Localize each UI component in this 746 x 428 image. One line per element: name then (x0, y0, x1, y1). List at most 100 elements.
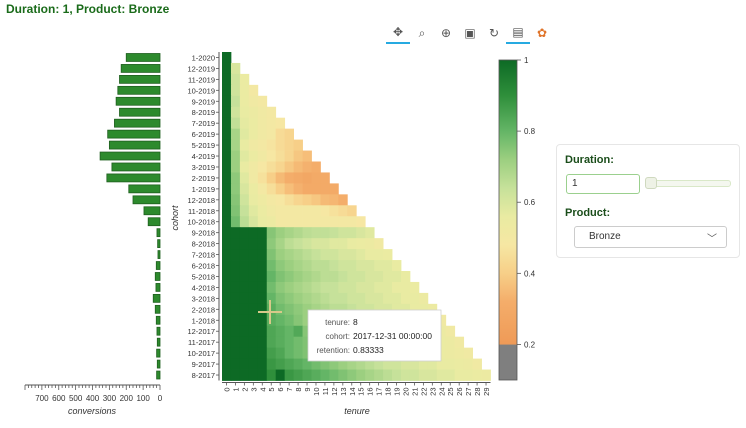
heatmap-cell[interactable] (248, 194, 259, 206)
heatmap-cell[interactable] (329, 281, 339, 294)
heatmap-cell[interactable] (275, 194, 286, 206)
heatmap-cell[interactable] (338, 292, 348, 305)
conversion-bar[interactable] (125, 53, 161, 62)
conversion-bar[interactable] (155, 315, 161, 325)
heatmap-cell[interactable] (320, 292, 330, 305)
conversion-bar[interactable] (147, 217, 161, 227)
conversion-bar[interactable] (154, 304, 161, 314)
heatmap-cell[interactable] (338, 227, 348, 239)
heatmap-cell[interactable] (239, 205, 250, 217)
heatmap-cell[interactable] (302, 205, 312, 217)
heatmap-cell[interactable] (284, 183, 294, 195)
heatmap-cell[interactable] (239, 292, 250, 305)
heatmap-cell[interactable] (257, 325, 268, 338)
heatmap-cell[interactable] (383, 369, 393, 381)
heatmap-cell[interactable] (248, 271, 259, 283)
heatmap-cell[interactable] (275, 216, 286, 228)
heatmap-cell[interactable] (356, 303, 366, 316)
heatmap-cell[interactable] (401, 369, 411, 381)
heatmap-cell[interactable] (284, 281, 294, 294)
heatmap-cell[interactable] (454, 358, 465, 370)
heatmap-cell[interactable] (293, 183, 303, 195)
heatmap-cell[interactable] (311, 292, 321, 305)
heatmap-cell[interactable] (356, 238, 366, 250)
heatmap-cell[interactable] (347, 260, 357, 272)
heatmap-cell[interactable] (383, 292, 393, 305)
heatmap-cell[interactable] (266, 172, 277, 184)
heatmap-cell[interactable] (248, 150, 259, 162)
heatmap-cell[interactable] (365, 281, 375, 294)
heatmap-cell[interactable] (374, 238, 384, 250)
heatmap-cell[interactable] (329, 292, 339, 305)
heatmap-cell[interactable] (266, 139, 277, 151)
heatmap-cell[interactable] (284, 314, 294, 327)
heatmap-cell[interactable] (320, 238, 330, 250)
heatmap-cell[interactable] (284, 292, 294, 305)
heatmap-cell[interactable] (275, 183, 286, 195)
heatmap-cell[interactable] (230, 128, 241, 140)
heatmap-cell[interactable] (248, 347, 259, 359)
heatmap-cell[interactable] (248, 139, 259, 151)
heatmap-cell[interactable] (222, 128, 232, 140)
heatmap-cell[interactable] (311, 260, 321, 272)
heatmap-cell[interactable] (302, 172, 312, 184)
heatmap-cell[interactable] (293, 227, 303, 239)
heatmap-cell[interactable] (222, 84, 232, 97)
heatmap-cell[interactable] (230, 216, 241, 228)
heatmap-cell[interactable] (392, 281, 402, 294)
heatmap-cell[interactable] (284, 172, 294, 184)
conversion-bar[interactable] (152, 293, 161, 303)
heatmap-cell[interactable] (293, 369, 303, 381)
heatmap-cell[interactable] (222, 73, 232, 86)
heatmap-cell[interactable] (257, 205, 268, 217)
conversion-bar[interactable] (120, 64, 161, 73)
conversion-bar[interactable] (119, 107, 161, 117)
heatmap-cell[interactable] (383, 249, 393, 261)
heatmap-cell[interactable] (239, 194, 250, 206)
heatmap-cell[interactable] (222, 194, 232, 206)
heatmap-cell[interactable] (230, 73, 241, 86)
heatmap-cell[interactable] (266, 292, 277, 305)
heatmap-cell[interactable] (257, 139, 268, 151)
conversion-bar[interactable] (107, 129, 161, 139)
heatmap-cell[interactable] (284, 238, 294, 250)
heatmap-cell[interactable] (230, 358, 241, 370)
heatmap-cell[interactable] (338, 281, 348, 294)
heatmap-cell[interactable] (409, 292, 420, 305)
heatmap-cell[interactable] (293, 216, 303, 228)
heatmap-cell[interactable] (222, 161, 232, 173)
heatmap-cell[interactable] (338, 238, 348, 250)
heatmap-cell[interactable] (293, 161, 303, 173)
heatmap-cell[interactable] (320, 227, 330, 239)
heatmap-cell[interactable] (275, 303, 286, 316)
heatmap-cell[interactable] (257, 227, 268, 239)
heatmap-cell[interactable] (222, 216, 232, 228)
heatmap-cell[interactable] (257, 117, 268, 130)
heatmap-cell[interactable] (302, 216, 312, 228)
heatmap-cell[interactable] (275, 117, 286, 130)
heatmap-cell[interactable] (222, 95, 232, 108)
conversion-bar[interactable] (119, 75, 161, 84)
heatmap-cell[interactable] (311, 271, 321, 283)
heatmap-cell[interactable] (338, 260, 348, 272)
heatmap-cell[interactable] (239, 161, 250, 173)
heatmap-cell[interactable] (222, 117, 232, 130)
heatmap-cell[interactable] (329, 260, 339, 272)
heatmap-cell[interactable] (347, 216, 357, 228)
conversion-bar[interactable] (99, 151, 161, 161)
heatmap-cell[interactable] (230, 139, 241, 151)
heatmap-cell[interactable] (239, 336, 250, 349)
heatmap-cell[interactable] (230, 95, 241, 108)
heatmap-cell[interactable] (284, 347, 294, 359)
heatmap-cell[interactable] (302, 150, 312, 162)
heatmap-cell[interactable] (302, 303, 312, 316)
heatmap-cell[interactable] (302, 325, 312, 338)
heatmap-cell[interactable] (329, 227, 339, 239)
heatmap-cell[interactable] (445, 325, 456, 338)
heatmap-cell[interactable] (293, 260, 303, 272)
heatmap-cell[interactable] (257, 281, 268, 294)
heatmap-cell[interactable] (248, 303, 259, 316)
heatmap-cell[interactable] (311, 205, 321, 217)
heatmap-cell[interactable] (222, 358, 232, 370)
product-select[interactable]: Bronze ﹀ (574, 226, 727, 248)
